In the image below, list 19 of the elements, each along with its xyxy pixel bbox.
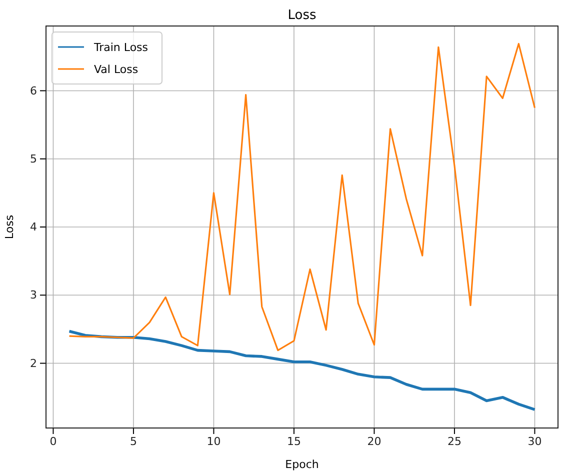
x-tick-label: 15: [286, 434, 301, 448]
y-axis-title: Loss: [3, 214, 16, 240]
legend-label: Val Loss: [94, 63, 138, 76]
x-tick-label: 20: [367, 434, 382, 448]
x-tick-label: 30: [528, 434, 542, 448]
line-series: [68, 42, 536, 352]
chart-title: Loss: [288, 8, 316, 23]
x-tick-label: 10: [206, 434, 221, 448]
x-axis-title: Epoch: [285, 458, 319, 471]
y-tick-label: 2: [30, 356, 37, 370]
line-series: [68, 330, 536, 412]
y-tick-label: 6: [30, 84, 37, 98]
y-tick-label: 4: [30, 220, 37, 234]
x-tick-label: 5: [130, 434, 137, 448]
x-tick-label: 25: [447, 434, 462, 448]
x-tick-label: 0: [50, 434, 57, 448]
legend-label: Train Loss: [93, 41, 148, 54]
y-tick-label: 3: [30, 288, 37, 302]
y-tick-label: 5: [30, 152, 37, 166]
